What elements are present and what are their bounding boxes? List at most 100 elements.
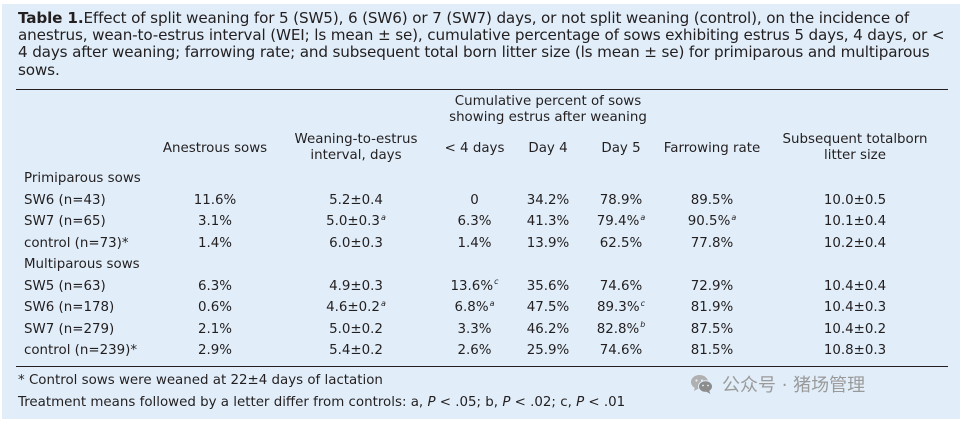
cell-litter: 10.8±0.3 (766, 343, 944, 359)
header-wei: Weaning-to-estrus interval, days (276, 132, 436, 164)
header-wei-line-1: Weaning-to-estrus (294, 132, 418, 147)
table-panel (2, 4, 960, 419)
cell-value: 10.2±0.4 (823, 235, 887, 251)
cell-value: 74.6% (599, 343, 643, 359)
header-anestrous: Anestrous sows (162, 141, 268, 156)
cell-value: 2.1% (197, 321, 233, 337)
cell-wei: 4.9±0.3 (276, 279, 436, 295)
cell-farrowing: 90.5%a (651, 213, 773, 230)
cell-farrowing: 81.9% (651, 300, 773, 316)
header-litter-line-1: Subsequent totalborn (782, 132, 928, 147)
significance-marker: a (489, 298, 495, 308)
row-label: SW6 (n=43) (24, 192, 106, 208)
table-bottom-rule (16, 366, 948, 367)
significance-marker: a (640, 212, 646, 222)
cell-day4: 41.3% (512, 214, 584, 230)
header-cumulative-line-2: showing estrus after weaning (449, 110, 647, 125)
cell-day4: 13.9% (512, 236, 584, 252)
cell-value: 13.6% (450, 278, 494, 294)
cell-value: 81.9% (690, 300, 734, 316)
cell-value: 1.4% (457, 235, 492, 251)
cell-value: 10.8±0.3 (823, 343, 887, 359)
header-litter: Subsequent totalborn litter size (766, 132, 944, 164)
cell-value: 89.5% (690, 192, 734, 208)
cell-litter: 10.2±0.4 (766, 236, 944, 252)
cell-day5: 74.6% (585, 343, 657, 359)
row-label: control (n=239)* (24, 343, 138, 359)
row-label: SW7 (n=65) (24, 214, 106, 230)
cell-anestrous: 3.1% (150, 214, 280, 230)
cell-anestrous: 6.3% (150, 279, 280, 295)
cell-value: 82.8% (596, 321, 640, 337)
cell-value: 3.1% (197, 214, 233, 230)
section-title: Primiparous sows (24, 171, 141, 186)
cell-value: 4.6±0.2 (326, 300, 380, 316)
row-label: SW5 (n=63) (24, 278, 106, 294)
header-day4: Day 4 (528, 141, 568, 156)
cell-value: 90.5% (687, 214, 731, 230)
cell-value: 4.9±0.3 (329, 278, 383, 294)
cell-lt4: 1.4% (432, 236, 517, 252)
cell-value: 77.8% (690, 235, 734, 251)
cell-value: 13.9% (526, 235, 570, 251)
cell-lt4: 6.3% (432, 214, 517, 230)
cell-value: 11.6% (193, 192, 237, 208)
cell-value: 1.4% (197, 235, 233, 251)
cell-day5: 89.3%c (585, 298, 657, 316)
cell-value: 5.2±0.4 (329, 192, 383, 208)
watermark: 公众号 · 猪场管理 (690, 370, 865, 398)
cell-day4: 34.2% (512, 193, 584, 209)
caption-label: Table 1. (18, 9, 84, 27)
cell-value: 10.4±0.2 (823, 321, 887, 337)
cell-value: 5.0±0.3 (326, 214, 380, 230)
cell-value: 34.2% (526, 192, 570, 208)
cell-day5: 82.8%b (585, 321, 657, 338)
cell-anestrous: 11.6% (150, 193, 280, 209)
cell-value: 0 (470, 192, 479, 208)
cell-day5: 78.9% (585, 193, 657, 209)
cell-value: 47.5% (526, 300, 570, 316)
cell-anestrous: 1.4% (150, 236, 280, 252)
watermark-text: 公众号 · 猪场管理 (722, 375, 866, 396)
cell-wei: 5.2±0.4 (276, 193, 436, 209)
cell-day5: 74.6% (585, 279, 657, 295)
row-label: control (n=73)* (24, 235, 129, 251)
cell-lt4: 0 (432, 193, 517, 209)
cell-value: 2.9% (197, 343, 233, 359)
cell-farrowing: 77.8% (651, 236, 773, 252)
wechat-icon (691, 375, 713, 394)
cell-farrowing: 89.5% (651, 193, 773, 209)
cell-value: 10.4±0.3 (823, 300, 887, 316)
cell-value: 89.3% (597, 300, 640, 316)
cell-day4: 47.5% (512, 300, 584, 316)
cell-value: 87.5% (690, 321, 734, 337)
footnote-text-1: Treatment means followed by a letter dif… (18, 395, 428, 410)
cell-value: 25.9% (526, 343, 570, 359)
table-caption: Table 1.Effect of split weaning for 5 (S… (18, 9, 948, 79)
significance-marker: a (380, 212, 386, 222)
footnote-p-2: P (502, 395, 511, 410)
caption-text: Effect of split weaning for 5 (SW5), 6 (… (18, 9, 945, 79)
cell-value: 72.9% (690, 278, 734, 294)
cell-value: 6.3% (197, 278, 233, 294)
cell-day4: 46.2% (512, 322, 584, 338)
cell-value: 3.3% (457, 321, 492, 337)
cell-value: 78.9% (599, 192, 643, 208)
cell-value: 5.4±0.2 (329, 343, 383, 359)
cell-day5: 62.5% (585, 236, 657, 252)
cell-value: 5.0±0.2 (329, 321, 383, 337)
cell-day4: 25.9% (512, 343, 584, 359)
cell-day5: 79.4%a (585, 212, 657, 230)
footnote-text-4: < .01 (584, 395, 626, 410)
cell-wei: 5.4±0.2 (276, 343, 436, 359)
cell-wei: 6.0±0.3 (276, 236, 436, 252)
cell-litter: 10.4±0.2 (766, 322, 944, 338)
cell-lt4: 3.3% (432, 322, 517, 338)
significance-marker: c (640, 298, 645, 308)
cell-value: 79.4% (596, 214, 640, 230)
cell-wei: 5.0±0.3a (276, 212, 436, 230)
cell-wei: 4.6±0.2a (276, 299, 436, 316)
footnote-control: * Control sows were weaned at 22±4 days … (18, 373, 383, 388)
cell-lt4: 13.6%c (432, 278, 517, 295)
header-litter-line-2: litter size (824, 148, 886, 163)
